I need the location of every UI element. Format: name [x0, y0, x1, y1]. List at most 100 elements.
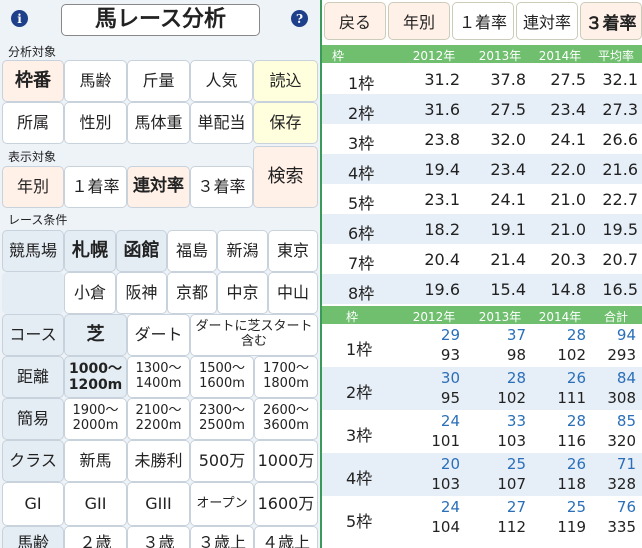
display-show-rate-button[interactable]: ３着率	[190, 166, 253, 208]
display-year-button[interactable]: 年別	[2, 166, 64, 208]
grade-open[interactable]: オープン	[190, 482, 254, 526]
table2-total-cell: 328	[607, 475, 636, 493]
simple-label[interactable]: 簡易	[2, 398, 64, 440]
tab-place-rate[interactable]: 連対率	[516, 2, 578, 40]
class-maiden[interactable]: 未勝利	[127, 440, 190, 482]
racecourse-label-spacer	[2, 272, 64, 314]
distance-1900-2000[interactable]: 1900〜2000m	[64, 398, 127, 440]
table2-header-2012: 2012年	[412, 310, 456, 324]
table1-header: 枠 2012年 2013年 2014年 平均率	[322, 45, 642, 63]
distance-2100-2200[interactable]: 2100〜2200m	[127, 398, 190, 440]
class-label: クラス	[2, 440, 64, 482]
racecourse-kokura[interactable]: 小倉	[64, 272, 116, 314]
age-4yo-up[interactable]: ４歳上	[254, 526, 318, 548]
table1-value-cell: 15.4	[490, 280, 526, 299]
distance-1000-1200[interactable]: 1000〜1200m	[64, 356, 127, 398]
course-turf[interactable]: 芝	[64, 314, 127, 356]
panel-divider	[320, 0, 322, 548]
racecourse-sapporo[interactable]: 札幌	[64, 230, 116, 272]
class-1000[interactable]: 1000万	[254, 440, 318, 482]
target-sex-button[interactable]: 性別	[64, 102, 127, 144]
back-button[interactable]: 戻る	[324, 2, 386, 40]
racecourse-hanshin[interactable]: 阪神	[116, 272, 167, 314]
course-dirt[interactable]: ダート	[127, 314, 190, 356]
racecourse-kyoto[interactable]: 京都	[167, 272, 217, 314]
table2-count-cell: 76	[616, 498, 636, 516]
table2-row: 4枠 20 25 26 71 103 107 118 328	[322, 453, 642, 496]
distance-1300-1400[interactable]: 1300〜1400m	[127, 356, 190, 398]
age-3yo[interactable]: ３歳	[127, 526, 190, 548]
table2-frame-cell: 2枠	[346, 383, 373, 402]
table2-total-cell: 116	[557, 432, 586, 450]
table1-value-cell: 22.0	[550, 160, 586, 179]
table2-total-cell: 335	[607, 518, 636, 536]
grade-g1[interactable]: GI	[2, 482, 64, 526]
distance-1700-1800[interactable]: 1700〜1800m	[254, 356, 318, 398]
racecourse-tokyo[interactable]: 東京	[268, 230, 318, 272]
class-newcomer[interactable]: 新馬	[64, 440, 127, 482]
table1-frame-cell: 6枠	[348, 224, 375, 243]
table2-frame-cell: 4枠	[346, 469, 373, 488]
load-button[interactable]: 読込	[253, 60, 318, 102]
table1-value-cell: 20.4	[424, 250, 460, 269]
age-3yo-up[interactable]: ３歳上	[190, 526, 254, 548]
distance-2600-3600[interactable]: 2600〜3600m	[254, 398, 318, 440]
table1-row: 6枠 18.2 19.1 21.0 19.5	[322, 214, 642, 244]
grade-g2[interactable]: GII	[64, 482, 127, 526]
table2-row: 2枠 30 28 26 84 95 102 111 308	[322, 367, 642, 410]
table2-count-cell: 28	[506, 369, 526, 387]
table1-value-cell: 24.1	[490, 190, 526, 209]
target-popularity-button[interactable]: 人気	[190, 60, 253, 102]
tab-year[interactable]: 年別	[388, 2, 450, 40]
class-1600[interactable]: 1600万	[254, 482, 318, 526]
racecourse-fukushima[interactable]: 福島	[167, 230, 217, 272]
save-button[interactable]: 保存	[253, 102, 318, 144]
table2-total-cell: 102	[497, 389, 526, 407]
display-win-rate-button[interactable]: １着率	[64, 166, 127, 208]
table1-row: 7枠 20.4 21.4 20.3 20.7	[322, 244, 642, 274]
table1-row: 3枠 23.8 32.0 24.1 26.6	[322, 124, 642, 154]
display-place-rate-button[interactable]: 連対率	[127, 166, 190, 208]
distance-1500-1600[interactable]: 1500〜1600m	[190, 356, 254, 398]
tab-show-rate[interactable]: ３着率	[580, 2, 642, 40]
table2-total-cell: 119	[557, 518, 586, 536]
class-500[interactable]: 500万	[190, 440, 254, 482]
table1-value-cell: 23.4	[490, 160, 526, 179]
table2-count-cell: 71	[616, 455, 636, 473]
help-icon[interactable]: ?	[291, 10, 308, 27]
table2-count-cell: 27	[506, 498, 526, 516]
table2-frame-cell: 5枠	[346, 512, 373, 531]
distance-2300-2500[interactable]: 2300〜2500m	[190, 398, 254, 440]
table1-value-cell: 26.6	[602, 130, 638, 149]
target-stable-button[interactable]: 所属	[2, 102, 64, 144]
app-title: 馬レース分析	[61, 4, 260, 36]
table2-header: 枠 2012年 2013年 2014年 合計	[322, 306, 642, 324]
table2-total-cell: 320	[607, 432, 636, 450]
target-weight-button[interactable]: 斤量	[127, 60, 190, 102]
racecourse-hakodate[interactable]: 函館	[116, 230, 167, 272]
table2-row: 1枠 29 37 28 94 93 98 102 293	[322, 324, 642, 367]
info-icon[interactable]: i	[11, 10, 28, 27]
age-2yo[interactable]: ２歳	[64, 526, 127, 548]
table2-count-cell: 25	[566, 498, 586, 516]
table2-count-cell: 29	[440, 326, 460, 344]
table2-count-cell: 94	[616, 326, 636, 344]
table1-value-cell: 19.6	[424, 280, 460, 299]
table1-value-cell: 24.1	[550, 130, 586, 149]
table2-total-cell: 107	[497, 475, 526, 493]
target-wakuban-button[interactable]: 枠番	[2, 60, 64, 102]
table1-row: 4枠 19.4 23.4 22.0 21.6	[322, 154, 642, 184]
racecourse-nakayama[interactable]: 中山	[268, 272, 318, 314]
target-payout-button[interactable]: 単配当	[190, 102, 253, 144]
table2-header-2013: 2013年	[478, 310, 522, 324]
target-age-button[interactable]: 馬齢	[64, 60, 127, 102]
racecourse-niigata[interactable]: 新潟	[217, 230, 268, 272]
tab-win-rate[interactable]: １着率	[452, 2, 514, 40]
table2-count-cell: 20	[440, 455, 460, 473]
search-button[interactable]: 検索	[253, 146, 318, 208]
table2-count-cell: 84	[616, 369, 636, 387]
target-bodyweight-button[interactable]: 馬体重	[127, 102, 190, 144]
racecourse-chukyo[interactable]: 中京	[217, 272, 268, 314]
course-dirt-turf-start[interactable]: ダートに芝スタート含む	[190, 314, 318, 356]
grade-g3[interactable]: GIII	[127, 482, 190, 526]
